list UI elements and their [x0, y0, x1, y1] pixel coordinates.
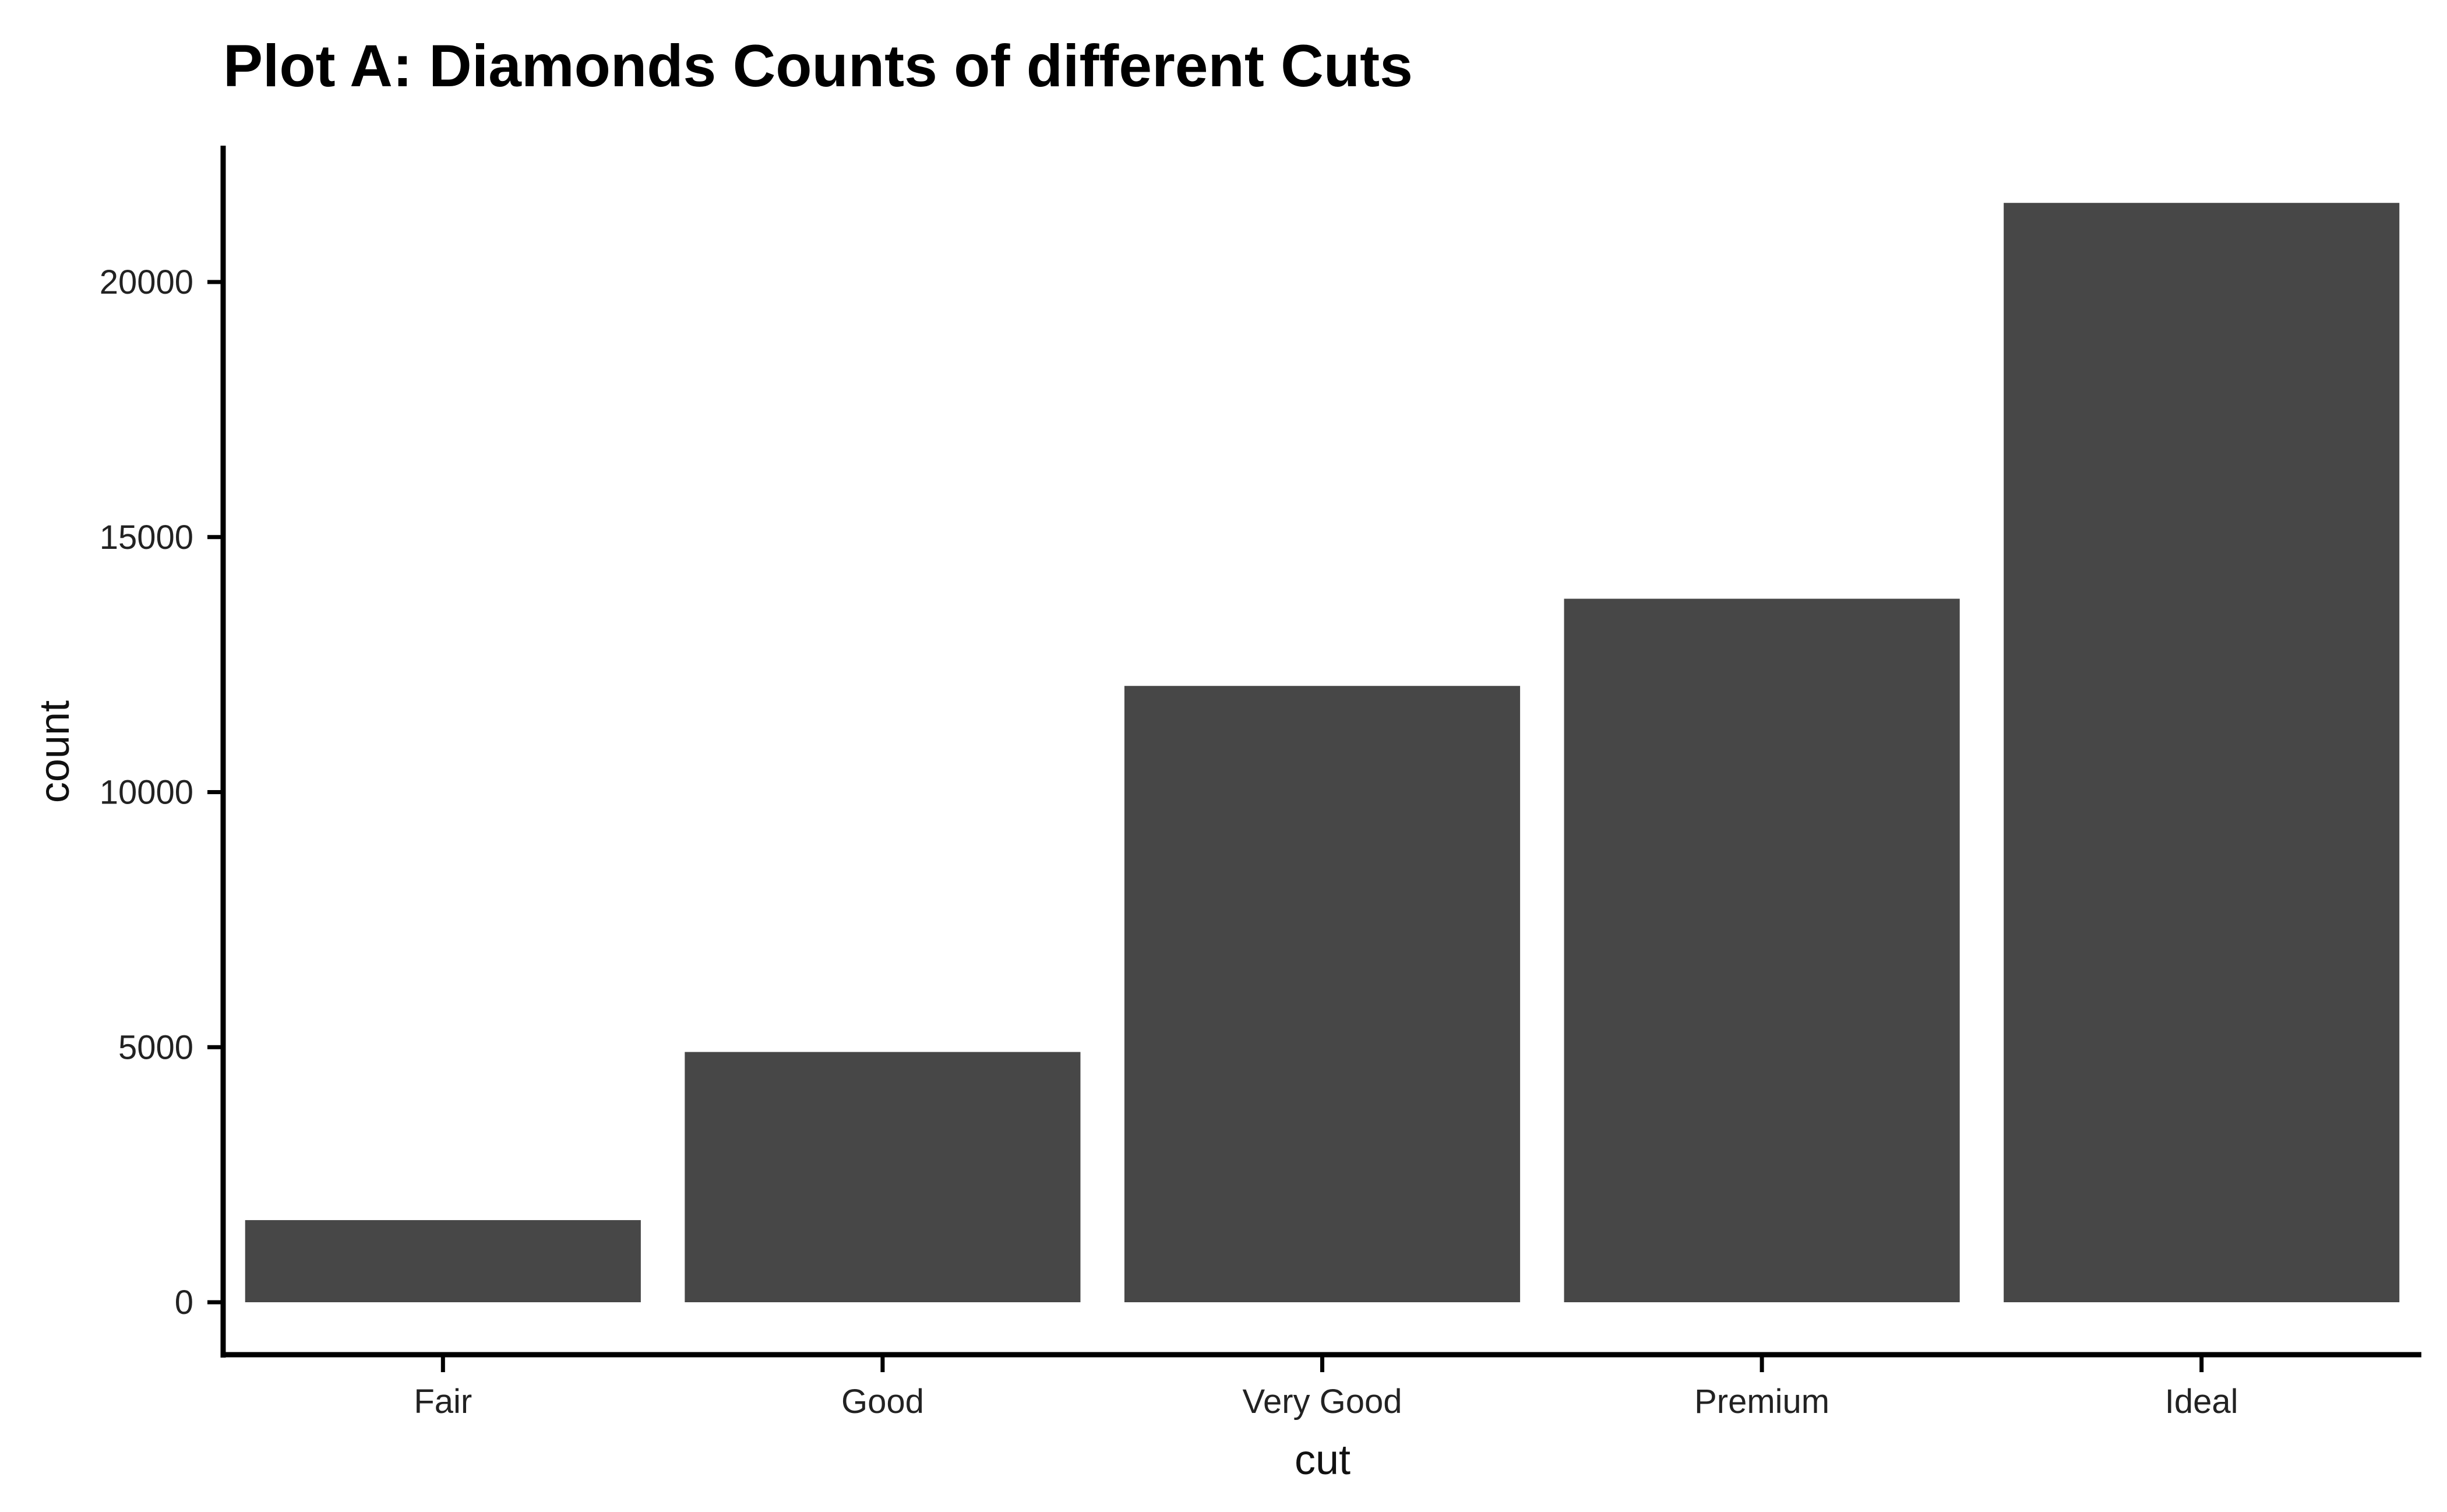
x-tick-label: Good: [841, 1383, 924, 1421]
bar-fair: [245, 1220, 641, 1302]
y-tick-label: 5000: [118, 1028, 193, 1066]
x-tick-label: Very Good: [1242, 1383, 1402, 1421]
y-tick-label: 15000: [100, 519, 193, 556]
bar-good: [685, 1052, 1081, 1302]
y-tick-label: 20000: [100, 263, 193, 301]
y-ticks-group: 0 5000 10000 15000 20000: [100, 263, 221, 1321]
bars-group: [245, 203, 2400, 1302]
y-axis-title: count: [31, 700, 78, 803]
x-ticks-group: Fair Good Very Good Premium Ideal: [414, 1357, 2238, 1421]
x-tick-label: Fair: [414, 1383, 472, 1421]
y-tick-label: 10000: [100, 774, 193, 812]
x-axis-title: cut: [1295, 1437, 1351, 1483]
x-tick-label: Ideal: [2165, 1383, 2238, 1421]
chart-title: Plot A: Diamonds Counts of different Cut…: [223, 33, 1413, 99]
bar-very-good: [1124, 686, 1521, 1302]
y-tick-label: 0: [175, 1284, 193, 1321]
bar-premium: [1564, 598, 1960, 1302]
bar-ideal: [2004, 203, 2400, 1302]
x-tick-label: Premium: [1694, 1383, 1829, 1421]
